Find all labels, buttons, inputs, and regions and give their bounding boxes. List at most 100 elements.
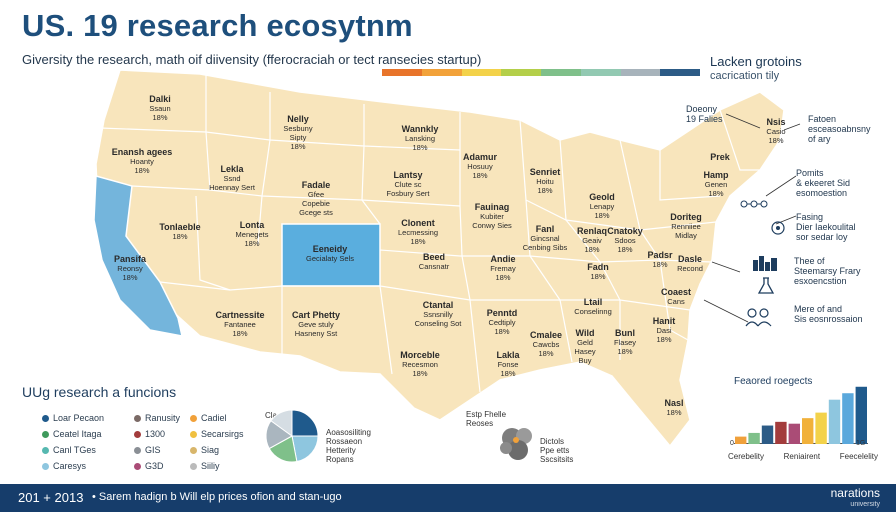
us-map: Dalki Ssaun 18% Nelly Sesbuny Sipty 18% Wannkly… — [93, 69, 801, 448]
legend-label: GIS — [145, 445, 161, 455]
featured-title: Feaored roegects — [734, 376, 813, 387]
state-label: Lakla Fonse 18% — [496, 350, 520, 378]
state-label: Dasle Recond — [677, 254, 703, 273]
strip-segment — [421, 69, 462, 76]
state-label: Senriet Hoitu 18% — [530, 167, 561, 195]
legend-dot — [134, 414, 141, 422]
page-subtitle: Giversity the research, math oif diivens… — [22, 52, 482, 67]
bar — [775, 421, 787, 444]
state-labels: Dalki Ssaun 18% Nelly Sesbuny Sipty 18% Wannkly… — [112, 94, 786, 417]
legend-dot — [190, 430, 197, 438]
legend-item: Loar Pecaon — [42, 413, 134, 423]
legend-item: GIS — [134, 445, 190, 455]
legend-item: Siiliy — [190, 461, 260, 471]
legend-dot — [42, 462, 49, 470]
legend-label: Ranusity — [145, 413, 181, 423]
strip-segment — [660, 69, 700, 76]
state-label: Cnatoky Sdoos 18% — [607, 226, 643, 254]
state-label: Pansifa Reonsy 18% — [114, 254, 147, 282]
pie-title: Clas — [265, 411, 282, 420]
bar — [842, 393, 854, 444]
lower-section-title: UUg research a funcions — [22, 384, 177, 400]
state-label: Ltail Conselinng — [574, 297, 612, 316]
state-label: Ctantal Ssnsnilly Conseling Sot — [415, 300, 463, 328]
strip-segment — [541, 69, 581, 76]
legend-dot — [190, 446, 197, 454]
legend-label: Loar Pecaon — [53, 413, 105, 423]
colorado-region — [281, 223, 381, 287]
state-label: Geold Lenapy 18% — [589, 192, 615, 220]
legend-item: Ceatel Itaga — [42, 429, 134, 439]
state-label: Nsis Casio 18% — [766, 117, 785, 145]
state-label: Penntd Cedtiply 18% — [487, 308, 518, 336]
bar — [802, 418, 814, 444]
featured-bar-chart — [734, 386, 868, 444]
state-label: Fauinag Kubiter Conwy Sies — [472, 202, 512, 230]
legend-dot — [42, 430, 49, 438]
state-label: Adamur Hosuuy 18% — [463, 152, 498, 180]
strip-segment — [461, 69, 502, 76]
legend-label: Siag — [201, 445, 220, 455]
strip-segment — [620, 69, 661, 76]
state-label: Prek — [710, 152, 731, 162]
state-label: Lantsy Clute sc Fosbury Sert — [387, 170, 431, 198]
page-title: US. 19 research ecosytnm — [22, 8, 413, 43]
state-label: Tonlaeble 18% — [159, 222, 200, 241]
state-label: Cmalee Cawcbs 18% — [530, 330, 562, 358]
legend-item: Siag — [190, 445, 260, 455]
pie-chart — [265, 409, 319, 463]
legend-item: G3D — [134, 461, 190, 471]
state-label: Bunl Flasey 18% — [614, 328, 636, 356]
state-label: Fanl Gincsnal Cenbing Sibs — [523, 224, 568, 252]
legend-item: Canl TGes — [42, 445, 134, 455]
footer-bar: 201 + 2013 • Sarem hadign b Will elp pri… — [0, 484, 896, 512]
top-legend-subtitle: cacrication tily — [710, 70, 780, 82]
bar-label-3: Feecelelity — [839, 452, 878, 461]
bar — [828, 399, 841, 444]
bar — [855, 386, 867, 444]
top-legend: Lacken grotoins cacrication tily — [710, 55, 802, 83]
annotation-3: Pomits & ekeeret Sid esomoestion — [796, 168, 851, 198]
state-label: Doriteg Renniiee Midlay — [670, 212, 702, 240]
bar — [788, 423, 800, 444]
legend-item: Cadiel — [190, 413, 260, 423]
legend-dot — [42, 414, 49, 422]
legend-label: G3D — [145, 461, 164, 471]
strip-segment — [382, 69, 422, 76]
bar-tick-0: 0 — [730, 440, 734, 447]
state-label: Hamp Genen 18% — [703, 170, 729, 198]
bar-axis-labels: Cerebelity Reniairent Feecelelity — [728, 452, 878, 461]
legend-label: Caresys — [53, 461, 87, 471]
color-strip — [382, 69, 700, 76]
annotation-5: Thee of Steemarsy Frary esxoencstion — [794, 256, 861, 286]
legend-label: Cadiel — [201, 413, 227, 423]
legend-dot — [134, 462, 141, 470]
state-label: Nelly Sesbuny Sipty 18% — [283, 114, 312, 151]
bar — [735, 436, 747, 444]
state-label: Hanit Dasi 18% — [653, 316, 676, 344]
state-label: Lonta Menegets 18% — [236, 220, 269, 248]
state-label: Enansh agees Hoanty 18% — [112, 147, 173, 175]
state-label: Renlaq Geaiv 18% — [577, 226, 607, 254]
bar — [815, 412, 827, 444]
state-label: Wannkly Lansking 18% — [402, 124, 439, 152]
state-label: Dalki Ssaun 18% — [149, 94, 171, 122]
people-icon — [745, 308, 772, 327]
function-legend: Loar Pecaon Ranusity Cadiel Ceatel Itaga 130… — [42, 413, 260, 471]
pie-slice — [291, 435, 319, 463]
pie-slice — [291, 409, 319, 437]
us-landmass — [95, 69, 785, 448]
pie-text: Aoasosiliting Rossaeon Hetterity Ropans — [326, 428, 371, 464]
legend-label: Ceatel Itaga — [53, 429, 102, 439]
legend-label: Secarsirgs — [201, 429, 244, 439]
state-label: Lekla Ssnd Hoennay Sert — [209, 164, 256, 192]
state-label: Morceble Recesmon 18% — [400, 350, 440, 378]
mid-caption-2: Dictols Ppe etts Sscsitsits — [540, 437, 574, 464]
state-label: Nasl 18% — [664, 398, 683, 417]
mid-caption: Estp Fhelle Reoses — [466, 410, 507, 428]
annotation-2: Fatoen esceasoabnsny of ary — [808, 114, 871, 144]
legend-dot — [190, 462, 197, 470]
state-label: Clonent Lecmessing 18% — [398, 218, 438, 246]
footer-brand: narations university — [830, 486, 880, 508]
lab-icon — [757, 277, 775, 294]
